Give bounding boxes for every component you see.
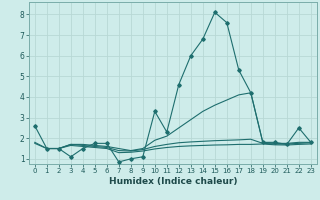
X-axis label: Humidex (Indice chaleur): Humidex (Indice chaleur) xyxy=(108,177,237,186)
